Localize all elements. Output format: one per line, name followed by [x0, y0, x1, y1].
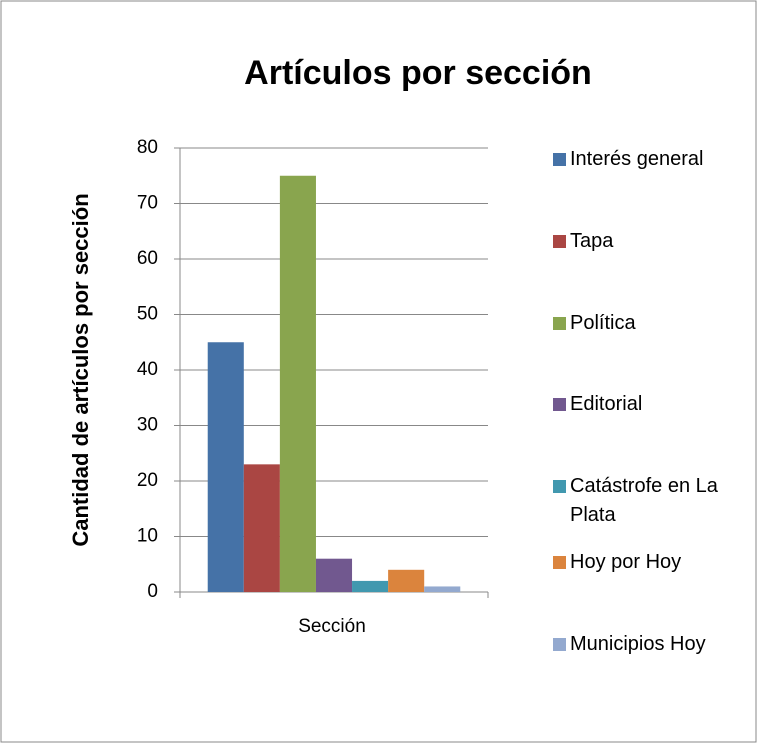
y-tick-label: 70 [137, 193, 158, 214]
bar [279, 175, 316, 592]
bar [315, 558, 353, 592]
legend-label: Hoy por Hoy [570, 551, 682, 573]
legend-swatch [553, 556, 566, 569]
legend-swatch [553, 235, 566, 248]
legend-item: Catástrofe en La Plata [548, 472, 750, 530]
legend-swatch [553, 153, 566, 166]
legend-swatch [553, 398, 566, 411]
y-tick-label: 80 [137, 137, 158, 158]
y-tick-label: 50 [137, 304, 158, 325]
legend-item: Tapa [548, 227, 750, 256]
y-tick-label: 40 [137, 359, 158, 380]
legend-label: Municipios Hoy [570, 633, 706, 655]
legend-item: Interés general [548, 145, 750, 174]
chart-title: Artículos por sección [244, 54, 592, 92]
bar [207, 342, 244, 592]
y-axis-label: Cantidad de artículos por sección [68, 193, 93, 546]
legend-item: Hoy por Hoy [548, 548, 750, 577]
legend-swatch [553, 638, 566, 651]
legend-item: Editorial [548, 390, 750, 419]
legend-label: Interés general [570, 148, 704, 170]
legend-swatch [553, 480, 566, 493]
legend-swatch [553, 317, 566, 330]
y-tick-label: 0 [147, 581, 158, 602]
legend-label: Tapa [570, 230, 614, 252]
y-tick-label: 20 [137, 470, 158, 491]
legend-label: Política [570, 312, 636, 334]
y-tick-label: 10 [137, 526, 158, 547]
legend-item: Política [548, 309, 750, 338]
bar [388, 569, 425, 592]
bar [352, 580, 389, 592]
bar [243, 464, 280, 592]
legend-label: Catástrofe en La Plata [570, 475, 718, 526]
legend-label: Editorial [570, 393, 643, 415]
x-tick-label: Sección [298, 616, 366, 637]
y-tick-label: 30 [137, 415, 158, 436]
legend-item: Municipios Hoy [548, 630, 750, 659]
y-tick-label: 60 [137, 248, 158, 269]
bar [424, 586, 461, 592]
